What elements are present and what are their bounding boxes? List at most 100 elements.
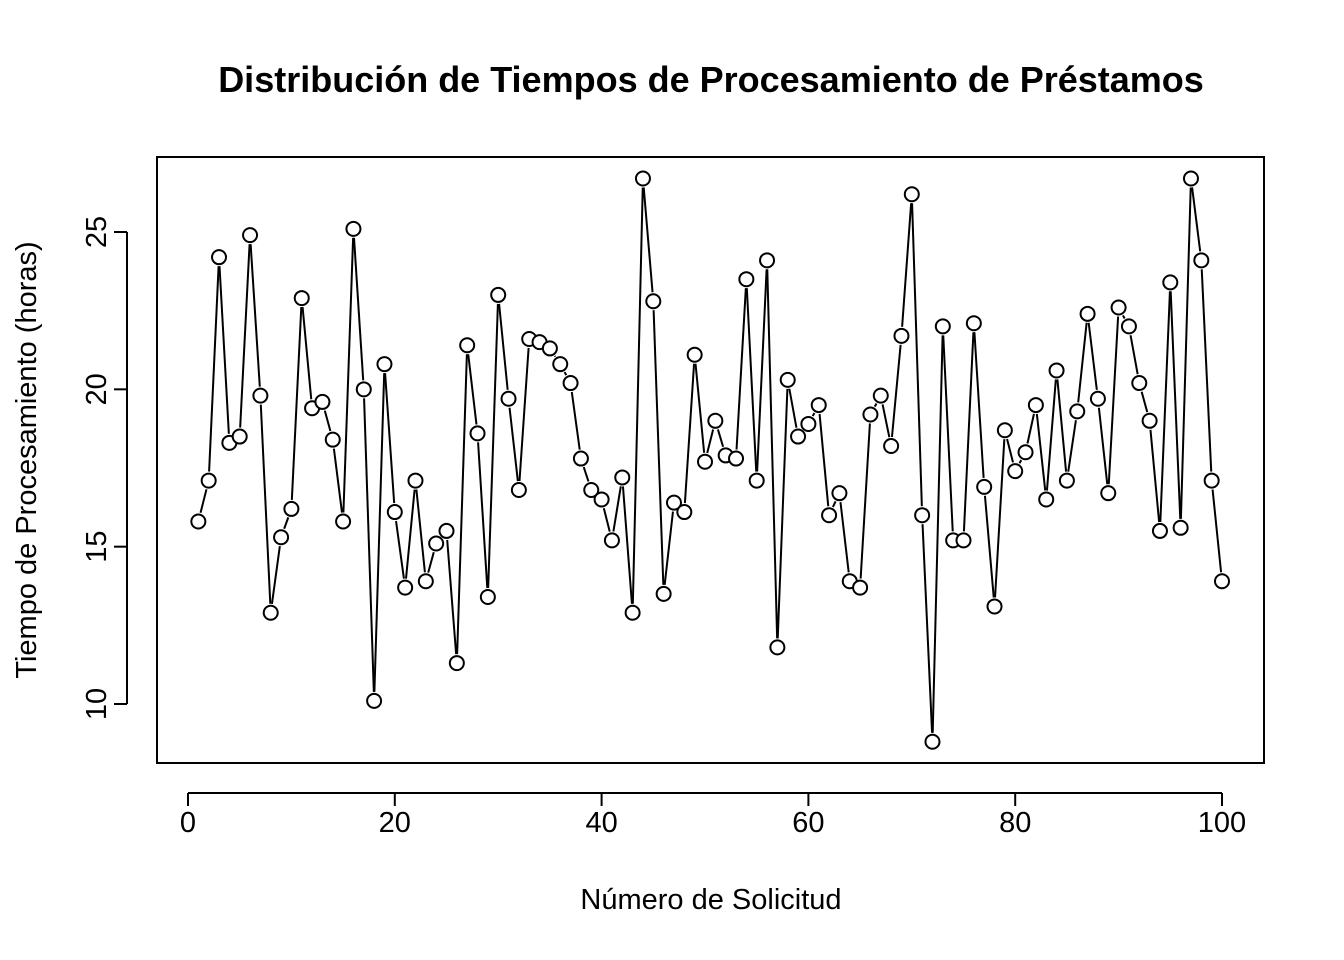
line-segment [1191, 187, 1202, 252]
line-segment [395, 520, 405, 579]
line-segment [962, 332, 975, 532]
x-tick-label: 40 [585, 807, 617, 839]
line-segment [518, 347, 530, 482]
line-segment [756, 269, 768, 472]
data-point [283, 500, 300, 517]
line-segment [427, 551, 435, 573]
data-point [469, 425, 486, 442]
line-segment [706, 429, 715, 454]
data-point [624, 604, 641, 621]
data-point [996, 422, 1013, 439]
data-point [903, 186, 920, 203]
data-point [1100, 485, 1117, 502]
y-tick-label: 15 [81, 531, 113, 563]
data-point [376, 356, 393, 373]
data-point [1089, 390, 1106, 407]
line-segment [290, 307, 303, 500]
line-segment [342, 237, 355, 513]
line-segment [652, 310, 665, 585]
data-point [293, 290, 310, 307]
line-segment [283, 517, 290, 530]
data-point [883, 437, 900, 454]
data-point [728, 450, 745, 467]
line-segment [301, 306, 313, 400]
data-point [603, 532, 620, 549]
data-point [614, 469, 631, 486]
data-series-line [199, 187, 1223, 733]
data-point [1172, 519, 1189, 536]
data-point [200, 472, 217, 489]
x-tick-label: 80 [999, 807, 1031, 839]
line-segment [942, 335, 954, 532]
line-segment [570, 391, 581, 450]
line-segment [270, 546, 281, 604]
line-segment [621, 486, 633, 604]
line-segment [1169, 291, 1182, 519]
data-point [242, 227, 259, 244]
data-point [211, 249, 228, 266]
line-segment [1122, 314, 1126, 319]
x-axis-label: Número de Solicitud [580, 884, 841, 916]
data-point [262, 604, 279, 621]
y-axis-label: Tiempo de Procesamiento (horas) [11, 241, 43, 678]
line-segment [811, 412, 816, 417]
data-point [252, 387, 269, 404]
data-point [1079, 305, 1096, 322]
data-point [1007, 463, 1024, 480]
data-point [428, 535, 445, 552]
line-segment [735, 288, 747, 450]
line-segment [323, 410, 332, 432]
data-point [1120, 318, 1137, 335]
line-segment [405, 489, 416, 579]
data-point [583, 482, 600, 499]
line-segment [683, 363, 696, 504]
line-segment [373, 373, 386, 692]
x-axis: 0 20 40 60 80 100 [180, 792, 1246, 839]
data-point [1193, 252, 1210, 269]
line-segment [239, 244, 251, 428]
line-segment [467, 354, 478, 425]
data-point [831, 485, 848, 502]
line-segment [1149, 429, 1161, 523]
line-segment [1045, 379, 1057, 491]
line-segment [663, 511, 674, 586]
line-segment [582, 466, 590, 482]
line-segment [259, 404, 272, 604]
data-point [821, 507, 838, 524]
data-point [355, 381, 372, 398]
line-segment [890, 344, 902, 438]
data-point [872, 387, 889, 404]
y-tick-label: 10 [81, 688, 113, 720]
line-segment [218, 266, 230, 434]
data-point [1141, 412, 1158, 429]
data-point [924, 733, 941, 750]
line-segment [363, 398, 375, 692]
line-segment [249, 244, 261, 387]
data-point [1131, 375, 1148, 392]
data-point [335, 513, 352, 530]
line-segment [1200, 269, 1213, 472]
line-segment [831, 500, 837, 508]
data-point [1162, 274, 1179, 291]
line-segment [563, 371, 568, 376]
line-segment [208, 266, 220, 472]
line-segment [1087, 322, 1098, 390]
data-point [934, 318, 951, 335]
data-point [397, 579, 414, 596]
data-point [407, 472, 424, 489]
line-segment [766, 269, 779, 639]
data-point [965, 315, 982, 332]
line-segment [839, 501, 850, 573]
data-point [541, 340, 558, 357]
line-segment [1077, 322, 1088, 403]
x-tick-label: 20 [379, 807, 411, 839]
line-segment [745, 288, 758, 472]
data-point [1058, 472, 1075, 489]
line-segment [994, 439, 1006, 598]
line-segment [642, 187, 654, 293]
y-tick-label: 25 [81, 216, 113, 248]
line-segment [1018, 459, 1023, 464]
data-point [593, 491, 610, 508]
line-segment [983, 495, 995, 598]
